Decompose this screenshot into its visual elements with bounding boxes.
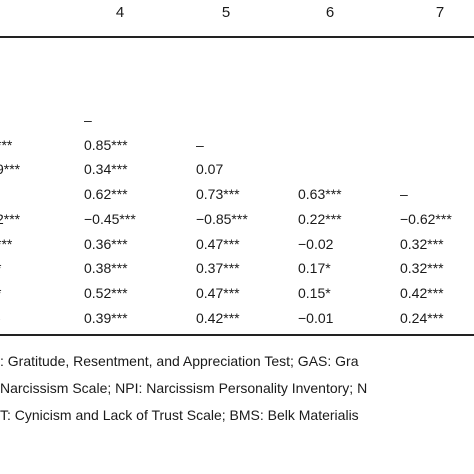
table-cell-c4: 0.36*** <box>84 235 128 252</box>
table-cell-c7: 0.24*** <box>400 309 444 326</box>
table-cell-c4: 0.38*** <box>84 260 128 277</box>
table-cell-c3: * <box>0 285 1 301</box>
table-cell-c5: 0.73*** <box>196 186 240 203</box>
table-cell-c6: 0.17* <box>298 260 331 277</box>
column-header-7: 7 <box>435 4 445 21</box>
table-cell-c5: 0.37*** <box>196 260 240 277</box>
table-note-line-2: Narcissism Scale; NPI: Narcissism Person… <box>0 380 368 396</box>
table-cell-c5: – <box>196 136 204 153</box>
table-cell-c7: – <box>400 186 408 203</box>
table-cell-c3: ) <box>0 186 1 202</box>
table-cell-c4: 0.62*** <box>84 186 128 203</box>
table-cell-c4: 0.39*** <box>84 309 128 326</box>
table-cell-c6: 0.15* <box>298 284 331 301</box>
table-cell-c5: 0.42*** <box>196 309 240 326</box>
column-header-5: 5 <box>221 4 231 21</box>
table-note-line-1: : Gratitude, Resentment, and Appreciatio… <box>0 353 359 369</box>
table-cell-c7: 0.32*** <box>400 235 444 252</box>
table-cell-c4: 0.52*** <box>84 284 128 301</box>
table-note-line-3: T: Cynicism and Lack of Trust Scale; BMS… <box>0 407 359 423</box>
table-cell-c6: −0.01 <box>298 309 334 326</box>
table-cell-c3: 2*** <box>0 210 21 227</box>
table-cell-c7: 0.42*** <box>400 284 444 301</box>
table-cell-c4: 0.34*** <box>84 161 128 178</box>
table-cell-c4: 0.85*** <box>84 136 128 153</box>
table-cell-c3: *** <box>0 136 13 153</box>
table-cell-c5: 0.47*** <box>196 235 240 252</box>
table-cell-c4: – <box>84 112 92 128</box>
table-cell-c6: 0.63*** <box>298 186 342 203</box>
table-cell-c4: −0.45*** <box>84 210 136 227</box>
table-cell-c3: ) <box>0 112 1 128</box>
table-cell-c3: * <box>0 260 1 276</box>
table-cell-c3: *** <box>0 235 13 252</box>
table-cell-c7: 0.32*** <box>400 260 444 277</box>
header-rule <box>0 36 474 38</box>
table-cell-c7: −0.62*** <box>400 210 452 227</box>
table-cell-c5: 0.07 <box>196 161 224 178</box>
bottom-rule <box>0 334 474 336</box>
table-cell-c6: 0.22*** <box>298 210 342 227</box>
table-cell-c5: −0.85*** <box>196 210 248 227</box>
column-header-6: 6 <box>325 4 335 21</box>
table-cell-c3: - <box>0 310 1 326</box>
table-cell-c5: 0.47*** <box>196 284 240 301</box>
table-cell-c3: 9*** <box>0 161 21 178</box>
column-header-4: 4 <box>115 4 125 21</box>
table-cell-c6: −0.02 <box>298 235 334 252</box>
